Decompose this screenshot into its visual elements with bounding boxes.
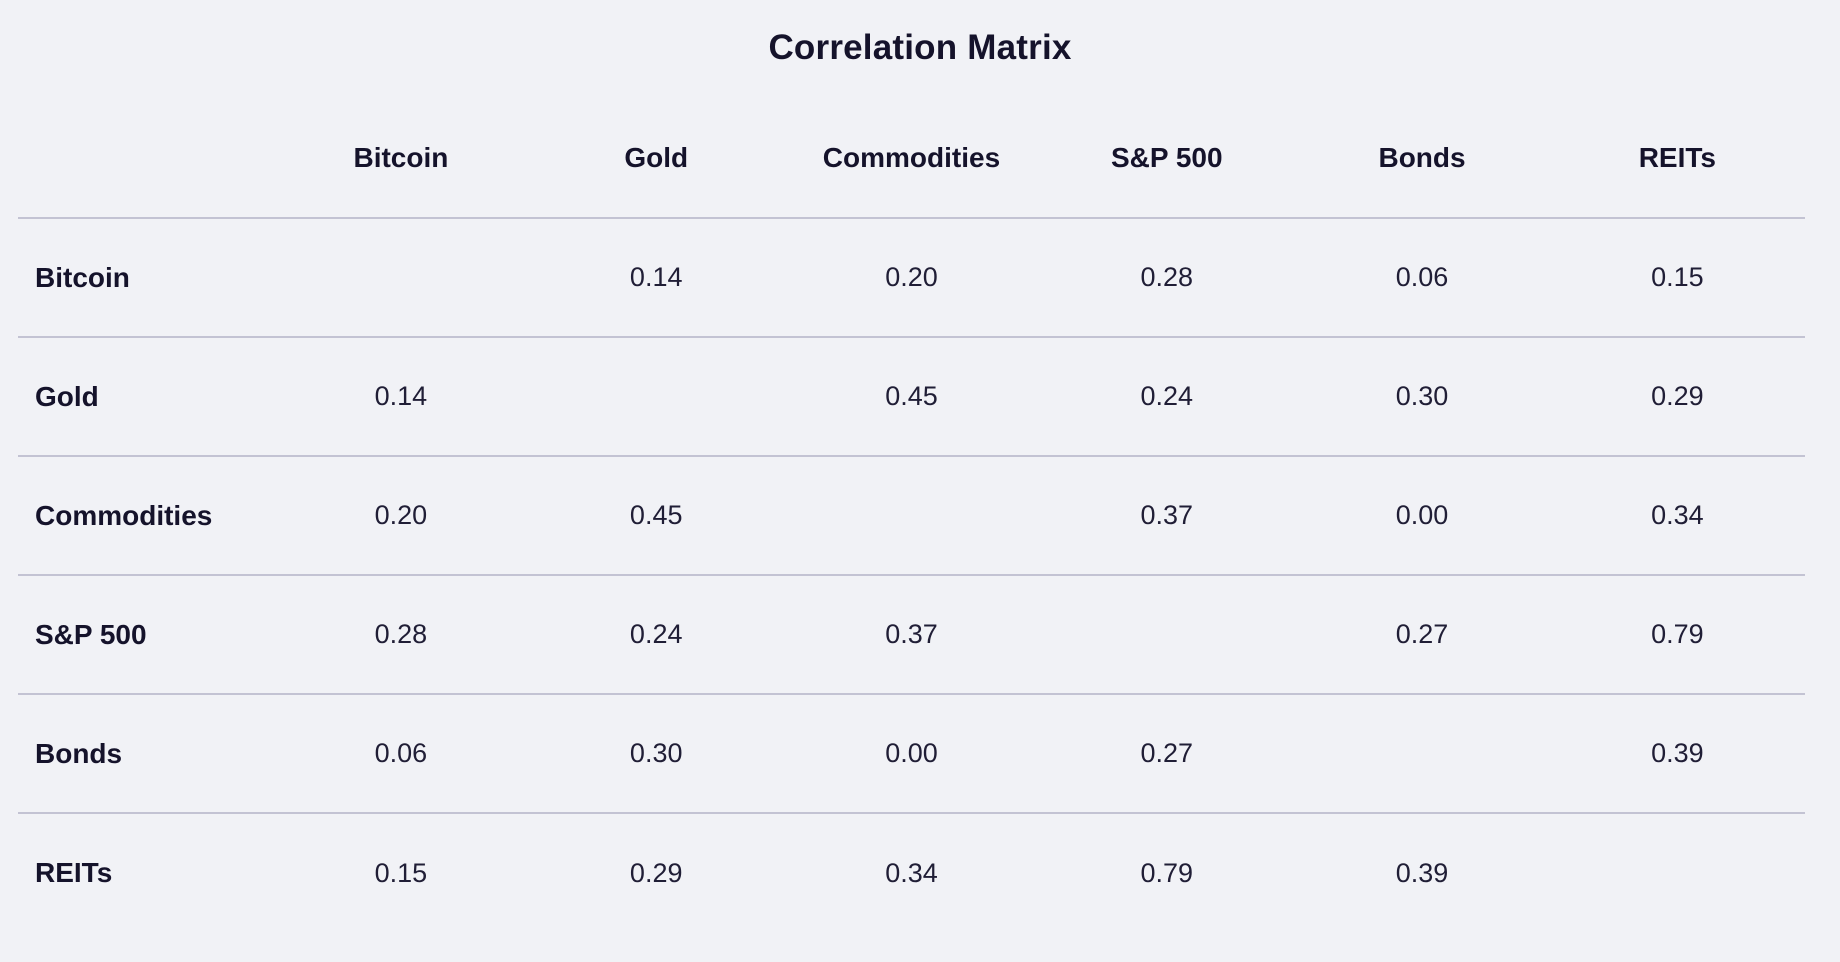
correlation-cell: 0.00 [1395,500,1449,530]
row-header: S&P 500 [35,618,147,650]
row-header: REITs [35,857,113,888]
table-header: Bitcoin Gold Commodities S&P 500 Bonds REITs [18,72,1805,218]
column-header: Commodities [822,141,1001,173]
diagonal-cell [1550,813,1805,932]
diagonal-cell [1294,694,1549,813]
correlation-cell: 0.20 [374,500,428,530]
table-row: S&P 500 0.28 0.24 0.37 0.27 0.79 [18,575,1805,694]
correlation-cell: 0.29 [1651,381,1704,411]
correlation-cell: 0.28 [374,619,428,649]
table-row: REITs 0.15 0.29 0.34 0.79 0.39 [18,813,1805,932]
correlation-cell: 0.34 [885,857,938,888]
correlation-cell: 0.30 [629,738,683,768]
column-header: Gold [624,141,689,173]
row-header: Bonds [35,737,123,769]
correlation-cell: 0.45 [629,500,683,530]
page-title: Correlation Matrix [768,28,1072,67]
column-header: REITs [1638,141,1716,173]
correlation-cell: 0.79 [1140,857,1194,888]
diagonal-cell [273,218,528,337]
correlation-cell: 0.06 [1395,262,1449,292]
correlation-cell: 0.20 [885,262,938,292]
correlation-cell: 0.24 [1140,381,1194,411]
row-header: Gold [35,380,99,412]
correlation-cell: 0.34 [1651,500,1704,530]
column-header: Bonds [1378,141,1466,173]
table-row: Bonds 0.06 0.30 0.00 0.27 0.39 [18,694,1805,813]
correlation-cell: 0.14 [374,381,428,411]
correlation-cell: 0.37 [1140,500,1194,530]
correlation-cell: 0.39 [1651,738,1704,768]
correlation-cell: 0.27 [1140,738,1194,768]
column-header: Bitcoin [353,141,449,173]
table-row: Commodities 0.20 0.45 0.37 0.00 0.34 [18,456,1805,575]
row-header: Bitcoin [35,261,130,293]
correlation-cell: 0.14 [629,262,683,292]
table-row: Gold 0.14 0.45 0.24 0.30 0.29 [18,337,1805,456]
table-row: Bitcoin 0.14 0.20 0.28 0.06 0.15 [18,218,1805,337]
correlation-cell: 0.24 [629,619,683,649]
correlation-cell: 0.30 [1395,381,1449,411]
correlation-cell: 0.28 [1140,262,1194,292]
diagonal-cell [529,337,784,456]
correlation-cell: 0.27 [1395,619,1449,649]
correlation-table: Bitcoin Gold Commodities S&P 500 Bonds REITs … [18,72,1805,932]
diagonal-cell [784,456,1039,575]
column-header: S&P 500 [1110,141,1223,173]
header-row: Bitcoin Gold Commodities S&P 500 Bonds REITs [18,72,1805,218]
corner-cell [18,72,273,218]
correlation-cell: 0.00 [885,738,938,768]
correlation-cell: 0.29 [629,857,683,888]
diagonal-cell [1039,575,1294,694]
correlation-cell: 0.45 [885,381,938,411]
correlation-cell: 0.15 [1651,262,1704,292]
correlation-cell: 0.37 [885,619,938,649]
correlation-cell: 0.06 [374,738,428,768]
row-header: Commodities [35,499,213,531]
correlation-cell: 0.39 [1395,857,1449,888]
correlation-cell: 0.79 [1651,619,1704,649]
table-body: Bitcoin 0.14 0.20 0.28 0.06 0.15 Gold 0.14 0.45 0… [18,218,1805,932]
correlation-cell: 0.15 [374,857,428,888]
